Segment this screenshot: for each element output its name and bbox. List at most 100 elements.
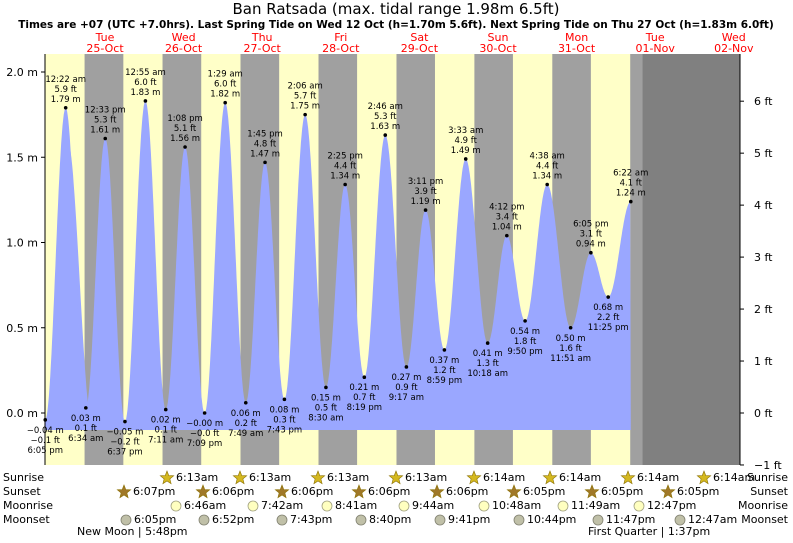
tide-time: 6:34 am	[68, 434, 103, 444]
moonrise-time: 10:48am	[492, 499, 541, 512]
moonrise-time: 7:42am	[261, 499, 303, 512]
tide-time: 1:29 am	[208, 70, 243, 80]
moonset-time: 8:40pm	[369, 513, 411, 526]
tide-dot	[303, 112, 307, 117]
tide-dot	[545, 182, 549, 187]
tide-feet: 5.1 ft	[174, 124, 197, 134]
tide-time: 12:33 pm	[85, 105, 126, 115]
moonrise-time: 12:47pm	[647, 499, 696, 512]
moonrise-icon	[321, 500, 333, 512]
sunset-icon	[429, 484, 445, 499]
tide-meters: 1.34 m	[330, 172, 360, 182]
tide-meters: 1.47 m	[250, 149, 280, 159]
moonrise-time: 6:46am	[184, 499, 226, 512]
tide-dot	[404, 365, 409, 369]
tide-feet: 3.4 ft	[496, 213, 519, 223]
tide-time: 11:51 am	[550, 354, 591, 364]
sunrise-time: 6:13am	[327, 471, 369, 484]
tide-time: 10:18 am	[467, 369, 508, 379]
sunrise-icon	[542, 470, 558, 485]
tide-meters: 1.49 m	[451, 146, 481, 156]
row-label-right: Moonrise	[738, 499, 788, 512]
tide-meters: 0.06 m	[231, 409, 261, 419]
tide-time: 7:43 pm	[267, 425, 302, 435]
day-label-weekday: Tue	[95, 31, 115, 44]
tide-time: 2:46 am	[368, 102, 403, 112]
tide-meters: 0.68 m	[593, 303, 623, 313]
tide-dot	[343, 182, 347, 187]
row-label-right: Sunrise	[747, 471, 788, 484]
tide-meters: −0.05 m	[106, 428, 143, 438]
day-label-weekday: Sat	[410, 31, 429, 44]
tide-time: 2:25 pm	[327, 152, 362, 162]
day-label-date: 29-Oct	[401, 42, 439, 55]
row-label-right: Sunset	[750, 485, 788, 498]
left-tick-label: 0.0 m	[6, 407, 38, 420]
tide-time: 12:22 am	[45, 75, 86, 85]
tide-time: 6:05 pm	[573, 220, 608, 230]
left-tick-label: 1.5 m	[6, 151, 38, 164]
moonrise-time: 8:41am	[335, 499, 377, 512]
moonset-icon	[513, 514, 525, 526]
moonset-icon	[120, 514, 132, 526]
tide-dot	[606, 295, 611, 299]
sunset-icon	[274, 484, 290, 499]
moonrise-icon	[633, 500, 645, 512]
day-label-date: 31-Oct	[558, 42, 596, 55]
tide-dot	[423, 208, 428, 212]
moonset-icon	[198, 514, 210, 526]
tide-dot	[463, 157, 468, 161]
day-label-date: 02-Nov	[714, 42, 754, 55]
moonrise-icon	[247, 500, 259, 512]
tide-meters: 1.19 m	[411, 197, 441, 207]
day-label-weekday: Thu	[251, 31, 273, 44]
moonset-time: 12:47am	[688, 513, 737, 526]
tide-meters: 0.21 m	[349, 383, 379, 393]
tide-time: 7:11 am	[148, 436, 183, 446]
tide-feet: 5.3 ft	[374, 112, 397, 122]
sunset-time: 6:05pm	[601, 485, 643, 498]
tide-meters: 0.41 m	[473, 349, 503, 359]
tide-feet: 5.7 ft	[294, 92, 317, 102]
tide-dot	[485, 341, 490, 345]
moonset-time: 11:47pm	[606, 513, 655, 526]
tide-time: 6:22 am	[613, 169, 648, 179]
tide-feet: −0.0 ft	[190, 429, 220, 439]
row-label-left: Moonrise	[3, 499, 53, 512]
plot-area	[44, 54, 741, 465]
tide-meters: 0.94 m	[576, 240, 606, 250]
tide-time: 11:25 pm	[588, 323, 629, 333]
sunset-time: 6:06pm	[291, 485, 333, 498]
moonrise-icon	[170, 500, 182, 512]
right-axis-feet: −1 ft 0 ft 1 ft 2 ft 3 ft 4 ft 5 ft 6 ft	[740, 95, 782, 472]
tide-meters: 1.04 m	[492, 223, 522, 233]
row-label-left: Moonset	[3, 513, 50, 526]
moonrise-time: 11:49am	[571, 499, 620, 512]
tide-feet: 3.1 ft	[580, 230, 603, 240]
tide-dot	[628, 199, 633, 204]
tide-time: 4:12 pm	[489, 203, 524, 213]
row-label-right: Moonset	[741, 513, 788, 526]
tide-meters: 1.79 m	[51, 95, 81, 105]
moonrise-icon	[478, 500, 490, 512]
tide-dot	[263, 160, 267, 165]
tide-dot	[505, 233, 509, 238]
tide-meters: −0.04 m	[27, 426, 64, 436]
day-label-date: 25-Oct	[86, 42, 124, 55]
sunrise-icon	[620, 470, 636, 485]
tide-feet: 0.3 ft	[273, 415, 296, 425]
row-label-left: Sunset	[3, 485, 41, 498]
day-labels: Tue25-OctWed26-OctThu27-OctFri28-OctSat2…	[86, 31, 754, 55]
tide-time: 6:05 pm	[28, 446, 63, 456]
sunset-icon	[584, 484, 600, 499]
left-tick-label: 1.0 m	[6, 237, 38, 250]
sunset-icon	[506, 484, 522, 499]
right-tick-label: 1 ft	[754, 355, 773, 368]
tide-dot	[523, 319, 527, 323]
sunrise-time: 6:14am	[637, 471, 679, 484]
sunset-icon	[660, 484, 676, 499]
tide-dot	[324, 385, 328, 390]
tide-feet: 1.6 ft	[559, 344, 582, 354]
day-label-date: 26-Oct	[165, 42, 203, 55]
